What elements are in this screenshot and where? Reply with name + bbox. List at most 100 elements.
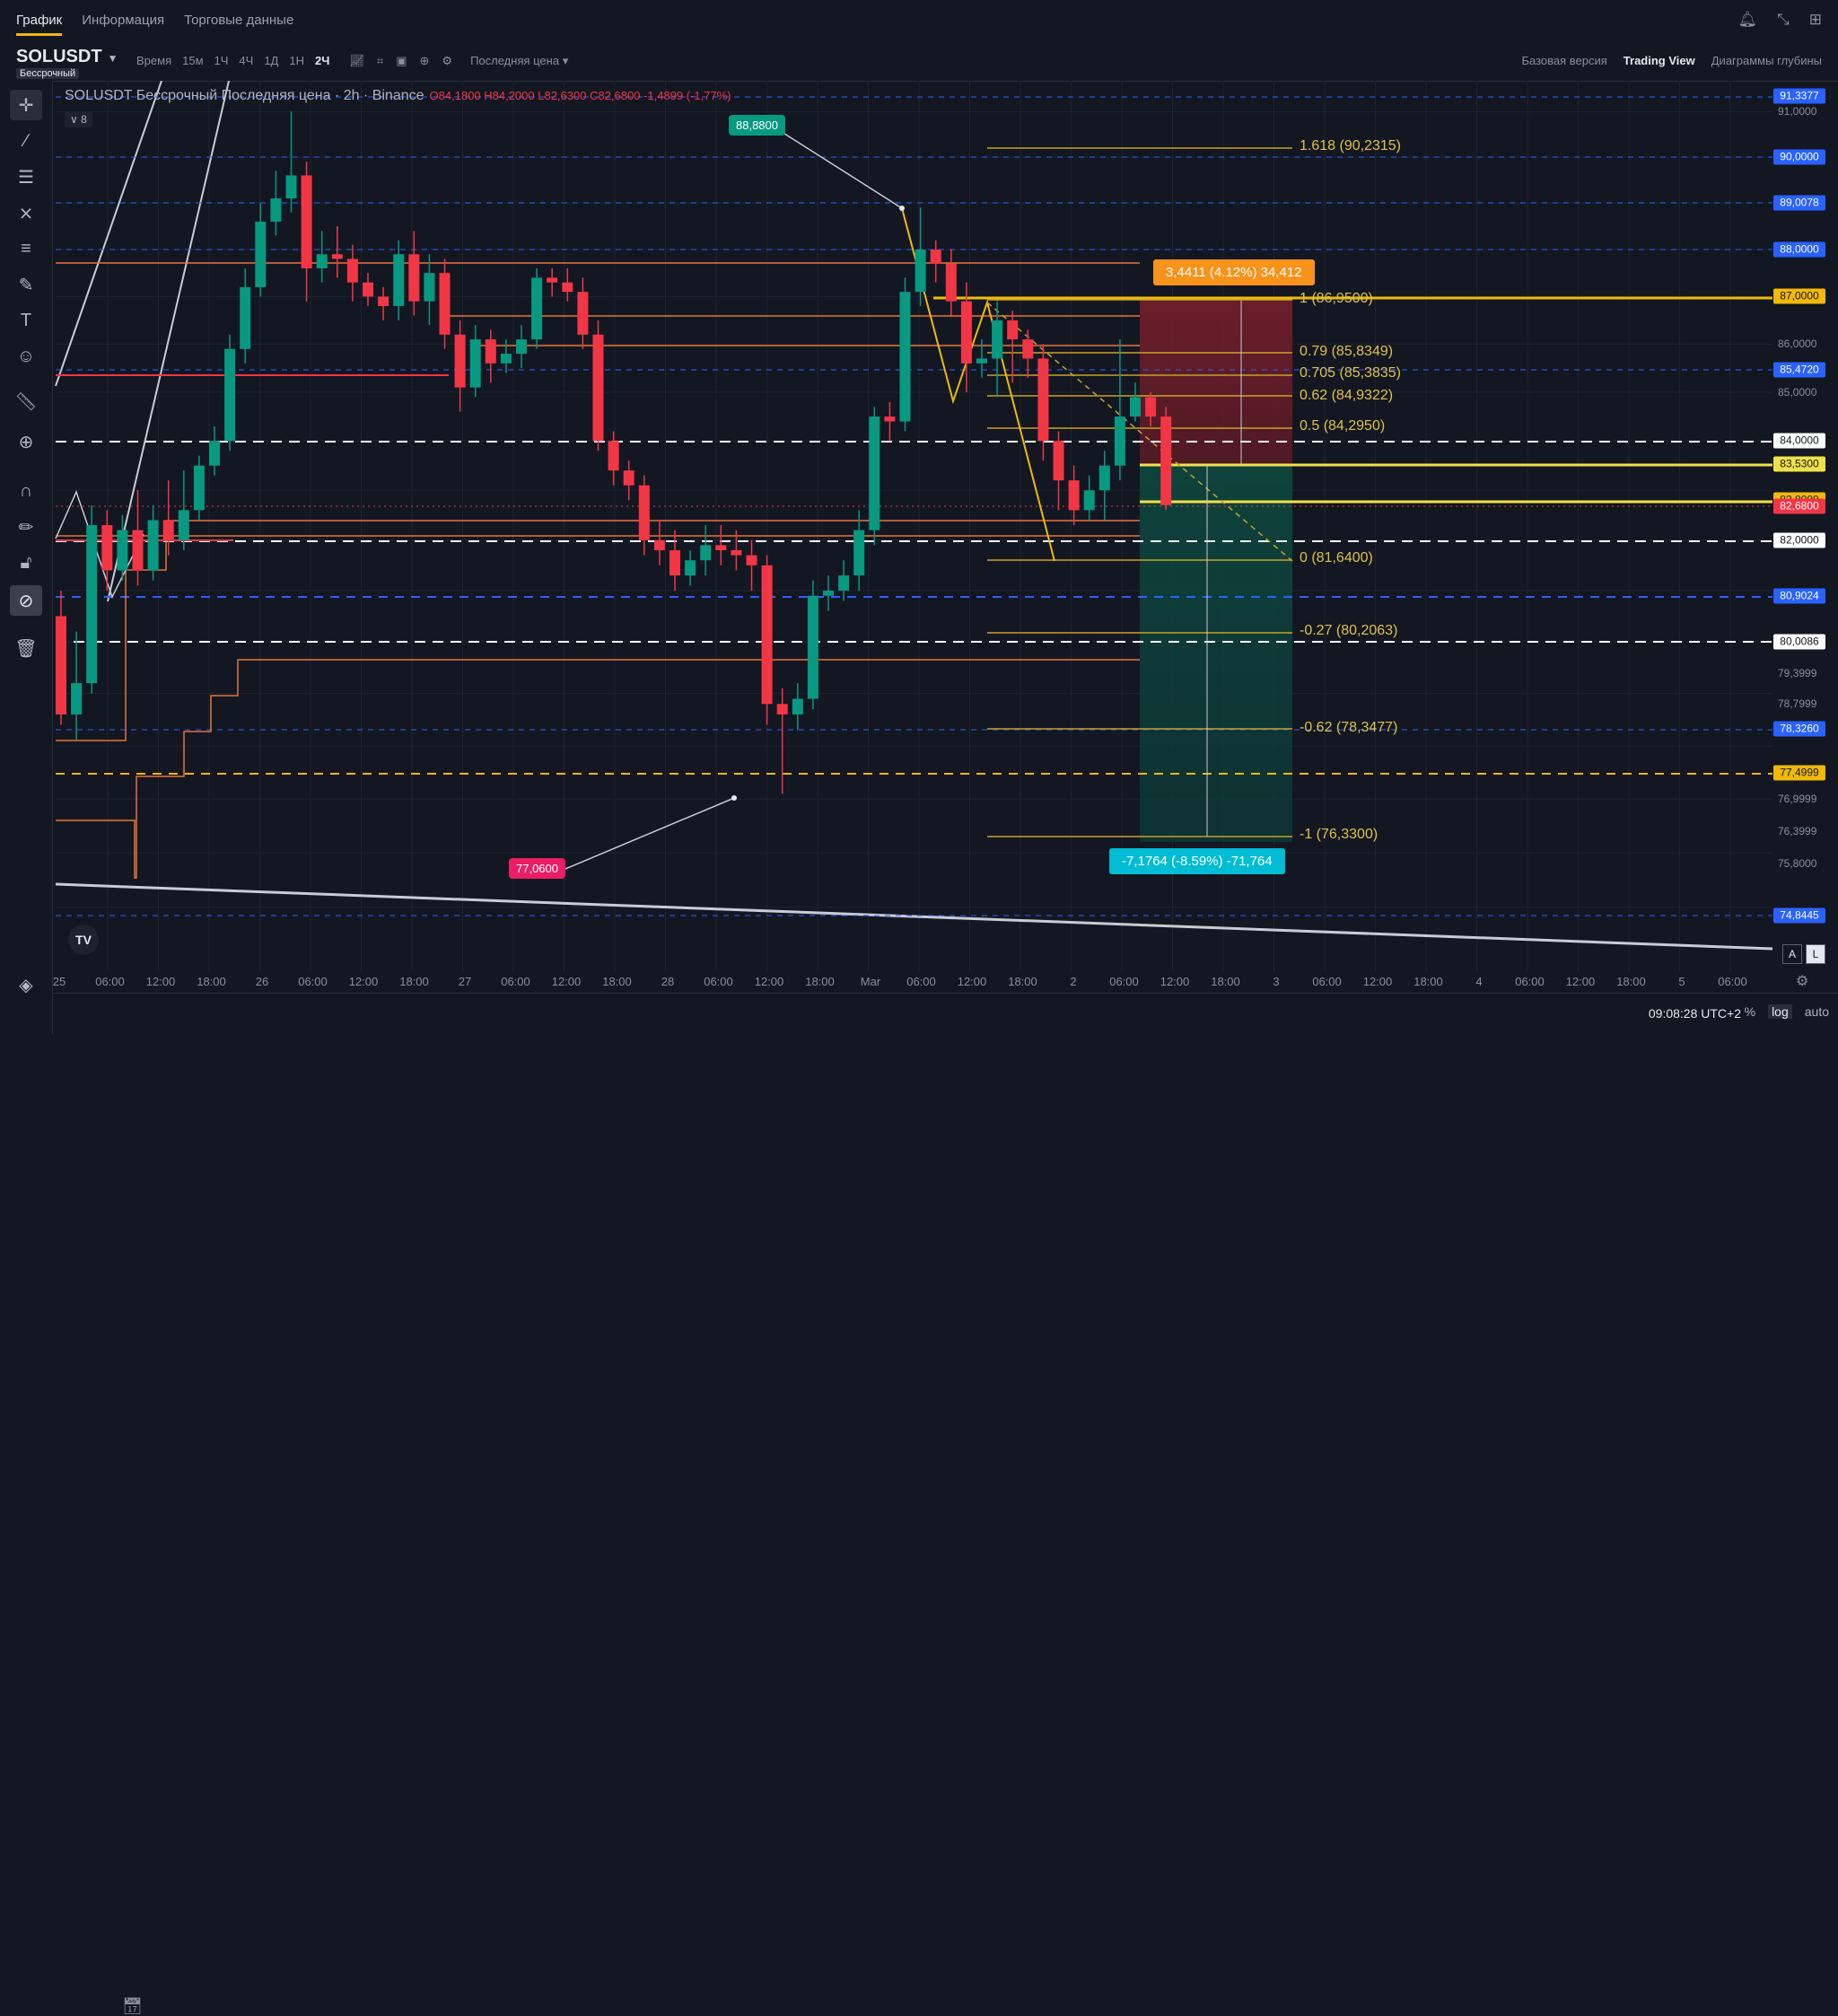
candle-body xyxy=(439,273,451,335)
auto-scale-button[interactable]: A xyxy=(1782,944,1802,964)
tf-1w[interactable]: 1Н xyxy=(289,54,304,67)
time-tick-label: 06:00 xyxy=(298,975,328,988)
view-depth[interactable]: Диаграммы глубины xyxy=(1711,54,1822,67)
pencil-lock-icon[interactable]: ✏ xyxy=(18,517,34,538)
time-label[interactable]: Время xyxy=(136,54,172,67)
magnet-icon[interactable]: ∩ xyxy=(19,480,33,501)
fib-level-label: 0.5 (84,2950) xyxy=(1300,418,1386,434)
candle xyxy=(608,431,619,486)
tf-4h[interactable]: 4Ч xyxy=(239,54,254,67)
low-point-marker xyxy=(731,795,737,801)
price-tag: 89,0078 xyxy=(1773,195,1825,211)
brush-icon[interactable]: ✎ xyxy=(18,275,34,295)
candle-body xyxy=(562,282,573,293)
time-tick-label: 12:00 xyxy=(348,975,379,988)
emoji-icon[interactable]: ☺ xyxy=(16,346,36,366)
ruler-icon[interactable]: 📏︎ xyxy=(14,391,38,412)
candle xyxy=(393,240,405,320)
candle-body xyxy=(224,348,236,442)
candle xyxy=(592,320,604,451)
trash-icon[interactable]: 🗑︎ xyxy=(14,638,38,659)
rising-trendline-2[interactable] xyxy=(107,81,230,602)
bell-icon[interactable]: 🔔︎ xyxy=(1737,11,1758,28)
price-tag: 85,4720 xyxy=(1773,362,1825,378)
tf-15m[interactable]: 15м xyxy=(182,54,204,67)
lock-icon[interactable]: 🔓︎ xyxy=(20,552,32,573)
timeframe-selector: Время 15м 1Ч 4Ч 1Д 1Н 2Ч 📈︎ ⌗ ▣ ⊕ ⚙ Посл… xyxy=(136,54,568,68)
indicators-collapse[interactable]: ∨ 8 xyxy=(65,111,92,127)
compress-icon[interactable]: ⤡ xyxy=(1777,11,1790,28)
zoom-icon[interactable]: ⊕ xyxy=(18,432,34,452)
layout-icon[interactable]: ⊞ xyxy=(1808,11,1822,28)
candle xyxy=(178,470,189,550)
candle-body xyxy=(623,470,635,486)
auto-scale-toggle[interactable]: auto xyxy=(1804,1004,1829,1019)
goto-date-icon[interactable]: 📅︎ xyxy=(122,1997,143,2015)
candle xyxy=(976,339,987,378)
crosshair-icon[interactable]: ✛ xyxy=(10,90,42,120)
tf-1d[interactable]: 1Д xyxy=(264,54,279,67)
time-tick-label: 12:00 xyxy=(1565,975,1596,988)
candle xyxy=(562,267,573,302)
tab-info[interactable]: Информация xyxy=(82,13,165,28)
chart-toolbar: SOLUSDT ▼ Бессрочный Время 15м 1Ч 4Ч 1Д 1… xyxy=(0,41,1838,82)
settings-icon[interactable]: ⚙ xyxy=(442,54,453,67)
drawing-toolbar: ✛ ∕ ☰ ⨯ ≡ ✎ T ☺ 📏︎ ⊕ ∩ ✏ 🔓︎ ⊘ 🗑︎ ◈ xyxy=(0,81,53,1034)
trendline-icon[interactable]: ∕ xyxy=(24,130,28,151)
candle-body xyxy=(976,358,987,364)
price-type-dropdown[interactable]: Последняя цена ▾ xyxy=(470,54,569,67)
layers-icon[interactable]: ◈ xyxy=(19,975,33,995)
time-tick-label: 28 xyxy=(661,975,675,988)
tradingview-logo[interactable]: TV xyxy=(68,925,99,955)
candle-body xyxy=(1068,480,1080,511)
scale-buttons: % log auto xyxy=(1745,1004,1829,1019)
chart-type-icon[interactable]: 📈︎ xyxy=(349,54,364,67)
tab-trading-data[interactable]: Торговые данные xyxy=(184,13,294,28)
time-tick-label: 18:00 xyxy=(805,975,835,988)
text-icon[interactable]: T xyxy=(20,310,32,330)
candle xyxy=(960,282,972,393)
horizontal-lines-icon[interactable]: ☰ xyxy=(18,167,34,188)
percent-scale-button[interactable]: % xyxy=(1744,1004,1756,1019)
fib-level-label: 0.62 (84,9322) xyxy=(1300,387,1394,403)
log-scale-toggle[interactable]: L xyxy=(1806,944,1825,964)
time-axis[interactable]: 25 06:00 12:00 18:00 26 06:00 12:00 18:00 27 06:0… xyxy=(52,971,1772,993)
tf-1h[interactable]: 1Ч xyxy=(214,54,229,67)
tab-chart[interactable]: График xyxy=(16,13,63,36)
hide-drawings-icon[interactable]: ⊘ xyxy=(10,585,42,616)
price-chart[interactable] xyxy=(52,81,1772,978)
view-basic[interactable]: Базовая версия xyxy=(1521,54,1607,67)
candle-body xyxy=(700,545,712,561)
indicators-icon[interactable]: ⌗ xyxy=(376,54,384,67)
symbol-selector[interactable]: SOLUSDT ▼ xyxy=(16,47,118,66)
price-scale[interactable]: 91,0000 86,0000 85,0000 79,3999 78,7999 76,99… xyxy=(1772,81,1838,978)
tf-2h[interactable]: 2Ч xyxy=(315,54,330,67)
candles xyxy=(56,111,1172,794)
fib-icon[interactable]: ≡ xyxy=(21,238,31,259)
scale-settings-icon[interactable]: ⚙ xyxy=(1796,974,1809,989)
candle-body xyxy=(1022,339,1034,359)
time-tick-label: 2 xyxy=(1070,975,1077,988)
rising-trendline[interactable] xyxy=(55,81,162,387)
candle-body xyxy=(761,565,773,705)
plus-circle-icon[interactable]: ⊕ xyxy=(419,54,430,67)
clock: 09:08:28 UTC+2 xyxy=(1648,1006,1741,1021)
candle-body xyxy=(838,575,850,592)
candle xyxy=(86,504,98,694)
price-tick-label: 85,0000 xyxy=(1778,386,1817,399)
candle xyxy=(945,250,957,316)
view-tradingview[interactable]: Trading View xyxy=(1623,54,1695,67)
pattern-icon[interactable]: ⨯ xyxy=(18,203,34,224)
candle xyxy=(1037,344,1049,461)
price-tag: 77,4999 xyxy=(1773,765,1825,781)
candle-body xyxy=(86,525,98,684)
candle xyxy=(1130,382,1141,422)
log-scale-button[interactable]: log xyxy=(1768,1004,1792,1019)
long-trendline[interactable] xyxy=(55,882,1772,951)
fib-level-label: -1 (76,3300) xyxy=(1300,827,1378,843)
time-tick-label: 12:00 xyxy=(1362,975,1393,988)
scale-mode-buttons: A L xyxy=(1782,944,1825,964)
camera-icon[interactable]: ▣ xyxy=(396,54,407,67)
target-zone[interactable] xyxy=(1140,465,1292,842)
price-tag: 84,0000 xyxy=(1773,433,1825,449)
